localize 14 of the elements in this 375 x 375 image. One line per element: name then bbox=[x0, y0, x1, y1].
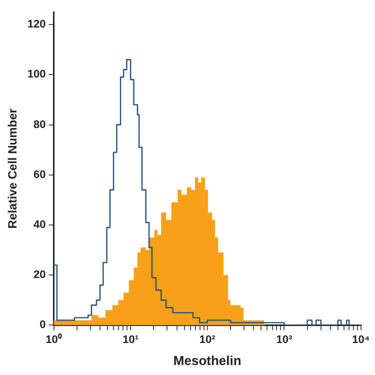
y-tick-label: 0 bbox=[40, 319, 46, 332]
x-axis-title: Mesothelin bbox=[173, 352, 242, 368]
x-tick-label: 10³ bbox=[276, 334, 292, 346]
y-tick-label: 120 bbox=[27, 18, 46, 31]
y-tick-label: 40 bbox=[34, 219, 46, 232]
y-tick-label: 20 bbox=[34, 269, 46, 282]
y-axis-title: Relative Cell Number bbox=[6, 108, 20, 229]
y-tick-label: 80 bbox=[34, 118, 46, 131]
x-tick-label: 10² bbox=[199, 334, 216, 346]
x-tick-label: 10¹ bbox=[122, 334, 139, 346]
y-tick-label: 100 bbox=[27, 68, 46, 81]
x-tick-label: 10⁴ bbox=[352, 334, 370, 346]
x-tick-label: 10⁰ bbox=[46, 332, 62, 346]
y-tick-label: 60 bbox=[34, 168, 46, 181]
